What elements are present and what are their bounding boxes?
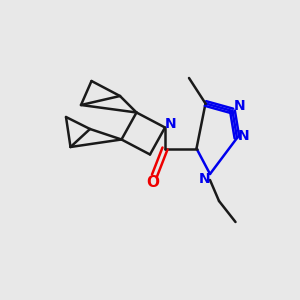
Text: N: N	[199, 172, 210, 186]
Text: N: N	[233, 100, 245, 113]
Text: N: N	[165, 117, 177, 131]
Text: N: N	[238, 130, 249, 143]
Text: O: O	[146, 175, 160, 190]
